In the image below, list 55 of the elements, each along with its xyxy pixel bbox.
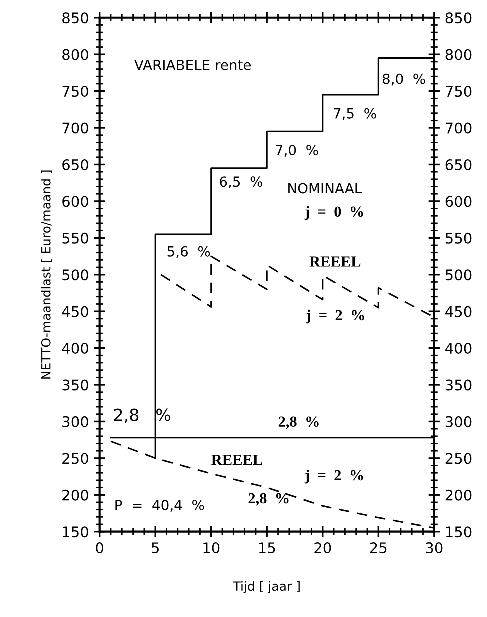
y2-tick-label: 650 [446, 159, 472, 170]
y-axis-title: NETTO-maandlast [ Euro/maand ] [41, 170, 52, 379]
x-tick-label: 5 [152, 542, 159, 554]
y2-tick-label: 750 [446, 86, 472, 98]
y2-tick-label: 400 [446, 343, 472, 354]
y2-tick-label: 700 [446, 122, 472, 134]
y-tick-label: 300 [62, 416, 88, 428]
y-tick-label: 150 [63, 526, 88, 538]
annotation: 8,0 % [382, 74, 426, 86]
y-tick-label: 750 [62, 86, 88, 98]
y2-tick-label: 350 [446, 380, 472, 391]
y2-tick-label: 600 [446, 196, 472, 208]
annotation: NOMINAAL [288, 183, 362, 194]
y-tick-label: 550 [62, 232, 88, 244]
annotation: j = 2 % [304, 470, 364, 484]
x-tick-label: 20 [314, 542, 332, 554]
y2-tick-label: 450 [446, 306, 472, 318]
annotation: 2,8 % [114, 408, 171, 424]
x-tick-label: 15 [259, 542, 276, 554]
y2-tick-label: 250 [446, 453, 472, 464]
x-axis-title: Tijd [ jaar ] [233, 581, 300, 594]
y-tick-label: 650 [62, 159, 88, 170]
annotation: j = 2 % [306, 310, 364, 324]
y-tick-label: 850 [62, 12, 88, 24]
x-tick-label: 30 [426, 542, 443, 554]
annotation: 2,8 % [278, 416, 319, 430]
annotation: 5,6 % [168, 246, 210, 258]
y-tick-label: 350 [62, 380, 88, 391]
y2-tick-label: 850 [446, 12, 472, 24]
y2-tick-label: 500 [446, 270, 472, 281]
annotation: REEEL [212, 455, 263, 466]
annotation: j = 0 % [304, 206, 364, 220]
annotation: P = 40,4 % [116, 500, 204, 512]
x-tick-label: 25 [370, 542, 387, 554]
annotation: 2,8 % [248, 493, 289, 506]
y-tick-label: 250 [62, 453, 88, 464]
annotation: 7,5 % [334, 108, 376, 120]
y2-tick-label: 300 [446, 416, 472, 428]
annotation: VARIABELE rente [134, 60, 251, 70]
y2-tick-label: 550 [446, 232, 472, 244]
y-tick-label: 800 [62, 49, 88, 60]
x-tick-label: 10 [204, 542, 220, 554]
x-tick-label: 0 [96, 542, 104, 554]
y-tick-label: 700 [62, 122, 88, 134]
y-tick-label: 500 [62, 270, 88, 281]
y2-tick-label: 800 [446, 49, 472, 60]
annotation: REEEL [310, 256, 361, 267]
y-tick-label: 400 [62, 343, 88, 354]
y2-tick-label: 150 [446, 526, 472, 538]
annotation: 7,0 % [276, 145, 318, 157]
y2-tick-label: 200 [446, 490, 472, 501]
annotation: 6,5 % [220, 176, 263, 189]
y-tick-label: 200 [62, 490, 88, 501]
y-tick-label: 450 [62, 306, 88, 318]
y-tick-label: 600 [62, 196, 88, 208]
